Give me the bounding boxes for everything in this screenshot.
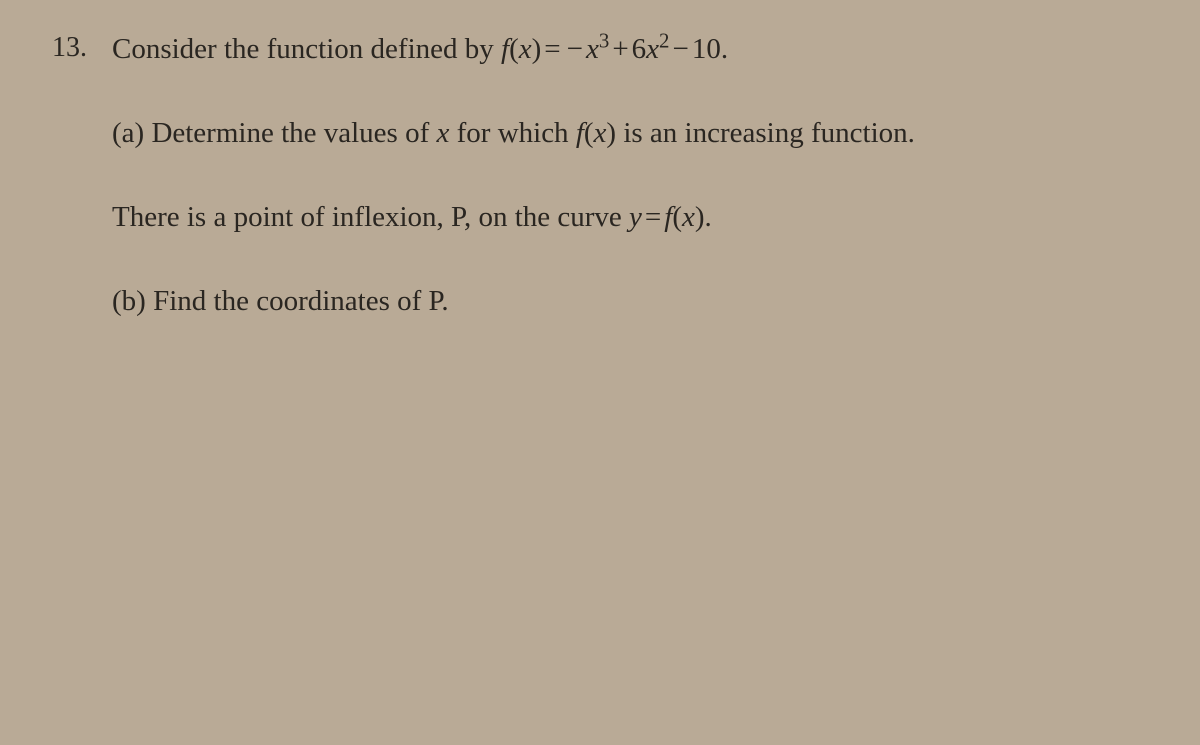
part-a-text-3: is an increasing function.	[616, 117, 915, 149]
mid-text-1: There is a point of inflexion, P, on the…	[112, 201, 629, 233]
part-a-fx: f(x)	[576, 117, 616, 149]
part-a-text-2: for which	[449, 117, 575, 149]
mid-line: There is a point of inflexion, P, on the…	[112, 196, 1180, 238]
intro-line: Consider the function defined by f(x)=−x…	[112, 28, 1180, 70]
part-b-text: Find the coordinates of P.	[146, 285, 449, 317]
part-a-label: (a)	[112, 117, 144, 149]
problem-content: Consider the function defined by f(x)=−x…	[112, 28, 1180, 364]
problem-number: 13.	[52, 28, 112, 64]
part-b-line: (b) Find the coordinates of P.	[112, 280, 1180, 322]
page: 13. Consider the function defined by f(x…	[0, 0, 1200, 384]
intro-text: Consider the function defined by	[112, 33, 501, 65]
intro-math: f(x)=−x3+6x2−10.	[501, 33, 728, 65]
mid-math: y=f(x).	[629, 201, 712, 233]
part-a-line: (a) Determine the values of x for which …	[112, 112, 1180, 154]
part-a-text-1: Determine the values of	[144, 117, 436, 149]
part-a-var: x	[437, 117, 450, 149]
problem-block: 13. Consider the function defined by f(x…	[52, 28, 1180, 364]
part-b-label: (b)	[112, 285, 146, 317]
